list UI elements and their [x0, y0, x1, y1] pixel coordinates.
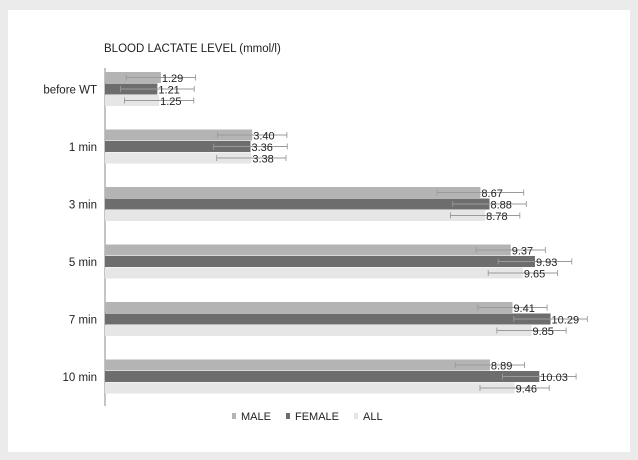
data-label-male-5-min: 9.37 [512, 245, 533, 257]
chart-marks: 1.291.211.25 before WT 3.403.363.38 1 min 8.… [43, 68, 588, 406]
data-label-male-3-min: 8.67 [481, 188, 502, 200]
bar-male-10-min [105, 359, 490, 371]
data-label-all-3-min: 8.78 [486, 211, 507, 223]
data-label-male-before-wt: 1.29 [162, 73, 183, 85]
legend: MALE FEMALE ALL [232, 411, 383, 423]
data-label-all-7-min: 9.85 [533, 326, 554, 338]
data-label-female-before-wt: 1.21 [158, 84, 179, 96]
legend-swatch-male [232, 413, 236, 419]
data-label-all-5-min: 9.65 [524, 268, 545, 280]
legend-label-male: MALE [241, 411, 271, 423]
bar-male-3-min [105, 187, 481, 198]
bar-female-3-min [105, 198, 490, 210]
bar-female-10-min [105, 371, 540, 382]
legend-swatch-all [354, 413, 358, 419]
bar-all-3-min [105, 210, 486, 221]
data-label-female-1-min: 3.36 [251, 142, 272, 154]
bar-male-1-min [105, 129, 253, 141]
category-label-5-min: 5 min [69, 257, 97, 269]
data-label-female-3-min: 8.88 [491, 199, 512, 211]
bar-chart: BLOOD LACTATE LEVEL (mmol/l) 1.291.211.2… [43, 43, 588, 423]
bar-female-7-min [105, 313, 551, 325]
bar-male-7-min [105, 302, 513, 313]
data-label-all-1-min: 3.38 [252, 153, 273, 165]
bar-male-5-min [105, 244, 511, 256]
bar-all-5-min [105, 267, 523, 279]
data-label-female-10-min: 10.03 [540, 372, 568, 384]
data-label-male-7-min: 9.41 [513, 303, 534, 315]
bar-female-5-min [105, 256, 535, 267]
data-label-female-5-min: 9.93 [536, 257, 557, 269]
legend-label-all: ALL [363, 411, 383, 423]
bar-all-10-min [105, 382, 515, 394]
data-label-male-1-min: 3.40 [253, 130, 274, 142]
category-label-1-min: 1 min [69, 142, 97, 154]
category-label-3-min: 3 min [69, 199, 97, 211]
legend-swatch-female [286, 413, 290, 419]
chart-frame: BLOOD LACTATE LEVEL (mmol/l) 1.29 1.21 1.2… [8, 10, 630, 452]
data-label-male-10-min: 8.89 [491, 360, 512, 372]
data-label-female-7-min: 10.29 [552, 314, 580, 326]
bar-female-1-min [105, 141, 251, 152]
category-label-7-min: 7 min [69, 314, 97, 326]
chart-title: BLOOD LACTATE LEVEL (mmol/l) [104, 43, 281, 55]
bar-all-1-min [105, 152, 252, 164]
data-label-all-before-wt: 1.25 [160, 96, 181, 108]
category-label-before-wt: before WT [43, 84, 97, 96]
legend-label-female: FEMALE [295, 411, 339, 423]
category-label-10-min: 10 min [62, 372, 97, 384]
bar-all-7-min [105, 325, 532, 336]
data-label-all-10-min: 9.46 [516, 383, 537, 395]
